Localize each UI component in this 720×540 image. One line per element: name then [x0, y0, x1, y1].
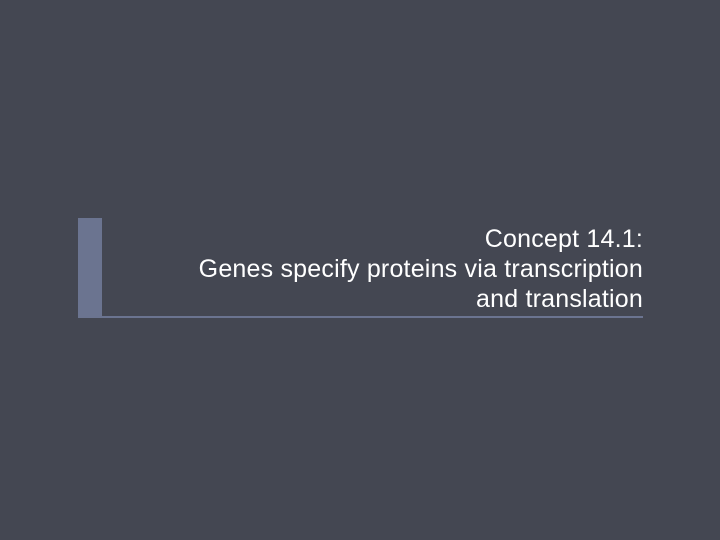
- title-line-2: Genes specify proteins via transcription: [199, 254, 643, 284]
- title-text-block: Concept 14.1: Genes specify proteins via…: [102, 218, 643, 318]
- accent-bar: [78, 218, 102, 318]
- title-line-1: Concept 14.1:: [485, 224, 643, 254]
- slide-title-container: Concept 14.1: Genes specify proteins via…: [78, 218, 643, 318]
- title-line-3: and translation: [476, 284, 643, 314]
